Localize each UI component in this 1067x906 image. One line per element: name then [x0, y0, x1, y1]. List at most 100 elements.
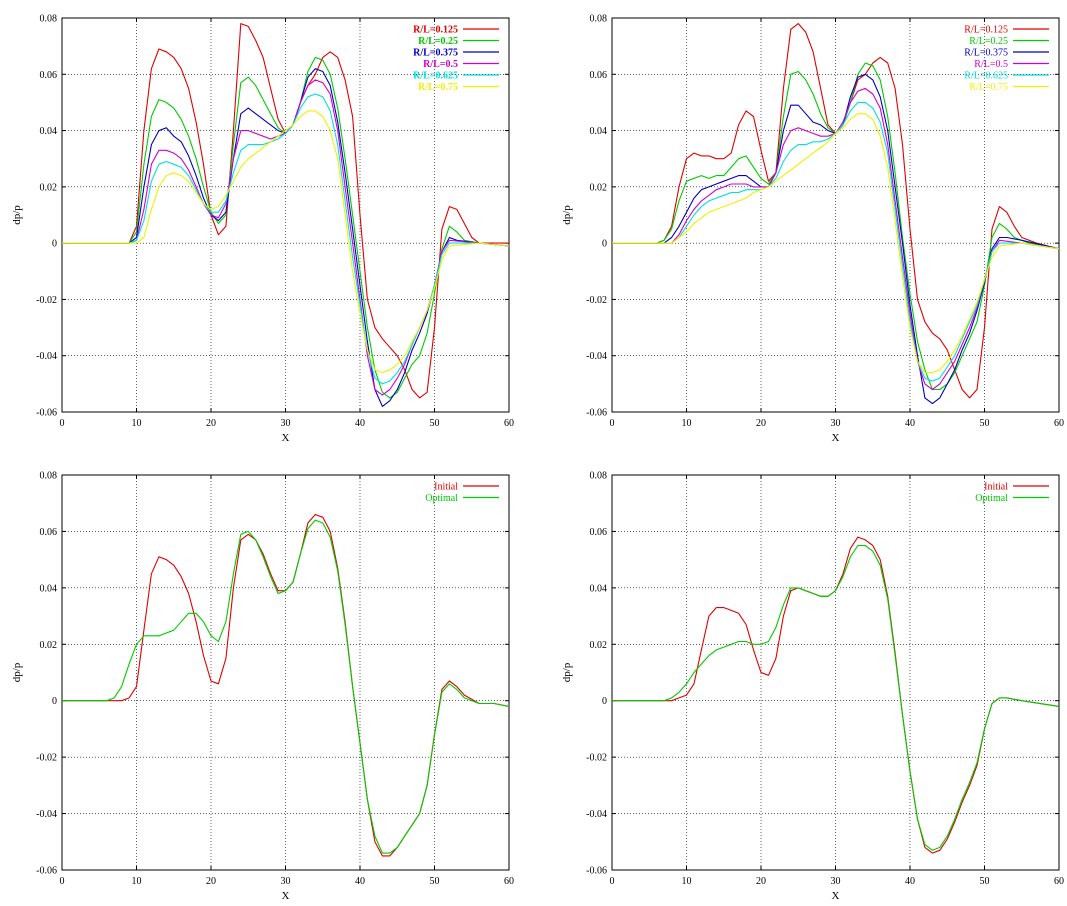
- y-axis-label: dp/p: [11, 205, 23, 225]
- series-line-r-l-0-625: [612, 101, 1060, 382]
- series-line-optimal: [612, 544, 1060, 851]
- y-tick-label: 0.08: [40, 471, 58, 482]
- x-tick-label: 30: [281, 418, 291, 429]
- legend-label: R/L=0.25: [418, 36, 458, 47]
- legend-label: R/L=0.625: [413, 71, 458, 82]
- x-tick-label: 40: [355, 418, 365, 429]
- y-tick-label: -0.06: [36, 866, 57, 877]
- series-line-r-l-0-625: [62, 93, 510, 385]
- y-tick-label: -0.06: [586, 866, 607, 877]
- y-tick-label: -0.04: [586, 809, 607, 820]
- y-tick-label: -0.02: [586, 295, 607, 306]
- y-tick-label: 0.06: [590, 527, 608, 538]
- x-axis-label: X: [832, 432, 840, 444]
- x-tick-label: 60: [504, 418, 514, 429]
- x-tick-label: 40: [905, 418, 915, 429]
- y-tick-label: 0: [602, 696, 607, 707]
- y-tick-label: 0: [52, 696, 57, 707]
- x-tick-label: 40: [355, 876, 365, 887]
- x-tick-label: 20: [756, 876, 766, 887]
- y-tick-label: 0.02: [590, 182, 608, 193]
- x-tick-label: 0: [610, 418, 615, 429]
- y-tick-label: -0.02: [586, 753, 607, 764]
- x-tick-label: 50: [430, 418, 440, 429]
- legend-label: R/L=0.125: [413, 25, 458, 36]
- y-tick-label: 0.08: [590, 471, 608, 482]
- x-tick-label: 0: [60, 418, 65, 429]
- x-tick-label: 0: [610, 876, 615, 887]
- y-tick-label: -0.02: [36, 295, 57, 306]
- legend-label: Optimal: [975, 493, 1008, 504]
- legend: R/L=0.125R/L=0.25R/L=0.375R/L=0.5R/L=0.6…: [413, 25, 499, 93]
- y-tick-label: -0.04: [586, 351, 607, 362]
- legend-label: Initial: [434, 482, 458, 493]
- x-tick-label: 50: [430, 876, 440, 887]
- legend-label: R/L=0.75: [969, 82, 1008, 93]
- legend-label: R/L=0.125: [964, 25, 1008, 36]
- legend-label: R/L=0.25: [969, 36, 1008, 47]
- x-tick-label: 50: [980, 418, 990, 429]
- y-tick-label: -0.02: [36, 753, 57, 764]
- legend-label: R/L=0.5: [423, 59, 458, 70]
- x-tick-label: 60: [1054, 876, 1064, 887]
- x-tick-label: 40: [905, 876, 915, 887]
- y-tick-label: 0.06: [590, 70, 608, 81]
- x-tick-label: 30: [281, 876, 291, 887]
- y-tick-label: 0.02: [590, 640, 608, 651]
- y-tick-label: 0: [52, 239, 57, 250]
- x-tick-label: 30: [831, 876, 841, 887]
- series-line-optimal: [62, 519, 510, 854]
- y-tick-label: 0.08: [590, 14, 608, 25]
- plot-frame: [611, 474, 1060, 871]
- legend-label: Optimal: [425, 493, 458, 504]
- x-axis-label: X: [832, 890, 840, 902]
- x-tick-label: 20: [206, 876, 216, 887]
- chart-panel-2: 0 10 20 30 40 50 60 -0.06 -0.04 -0.02 0 0.02 0.04 0.0…: [561, 14, 1064, 445]
- legend-label: R/L=0.375: [964, 48, 1008, 59]
- x-tick-label: 10: [132, 876, 142, 887]
- y-tick-label: -0.04: [36, 351, 57, 362]
- x-tick-label: 20: [206, 418, 216, 429]
- y-tick-label: 0.04: [40, 126, 58, 137]
- x-tick-label: 10: [682, 876, 692, 887]
- legend-label: R/L=0.75: [418, 82, 458, 93]
- chart-panel-1: 0 10 20 30 40 50 60 -0.06 -0.04 -0.02 0 0.02 0.04 0.0…: [11, 14, 514, 445]
- plot-frame: [61, 474, 510, 871]
- x-tick-label: 0: [60, 876, 65, 887]
- y-tick-label: -0.04: [36, 809, 57, 820]
- y-tick-label: 0.04: [590, 583, 608, 594]
- legend: R/L=0.125R/L=0.25R/L=0.375R/L=0.5R/L=0.6…: [964, 25, 1049, 93]
- x-tick-label: 10: [132, 418, 142, 429]
- y-tick-label: 0.04: [590, 126, 608, 137]
- x-tick-label: 60: [1054, 418, 1064, 429]
- series-line-r-l-0-75: [62, 110, 510, 374]
- y-tick-label: 0.02: [40, 640, 58, 651]
- y-tick-label: 0.04: [40, 583, 58, 594]
- y-tick-label: 0.06: [40, 70, 58, 81]
- y-axis-label: dp/p: [561, 662, 573, 682]
- y-tick-label: 0: [602, 239, 607, 250]
- chart-panel-4: 0 10 20 30 40 50 60 -0.06 -0.04 -0.02 0 0.02 0.04 0.0…: [561, 471, 1064, 903]
- series-line-initial: [612, 536, 1060, 854]
- y-tick-label: -0.06: [36, 408, 57, 419]
- x-tick-label: 20: [756, 418, 766, 429]
- y-tick-label: -0.06: [586, 408, 607, 419]
- y-axis-label: dp/p: [11, 662, 23, 682]
- chart-panel-3: 0 10 20 30 40 50 60 -0.06 -0.04 -0.02 0 0.02 0.04 0.0…: [11, 471, 514, 903]
- y-tick-label: 0.08: [40, 14, 58, 25]
- legend-label: R/L=0.375: [413, 48, 458, 59]
- x-axis-label: X: [282, 432, 290, 444]
- y-axis-label: dp/p: [561, 205, 573, 225]
- legend-label: R/L=0.5: [974, 59, 1008, 70]
- x-tick-label: 10: [682, 418, 692, 429]
- series-line-r-l-0-5: [612, 87, 1060, 391]
- legend-label: Initial: [984, 482, 1008, 493]
- series-line-r-l-0-75: [612, 113, 1060, 374]
- x-axis-label: X: [282, 890, 290, 902]
- y-tick-label: 0.06: [40, 527, 58, 538]
- x-tick-label: 30: [831, 418, 841, 429]
- x-tick-label: 60: [504, 876, 514, 887]
